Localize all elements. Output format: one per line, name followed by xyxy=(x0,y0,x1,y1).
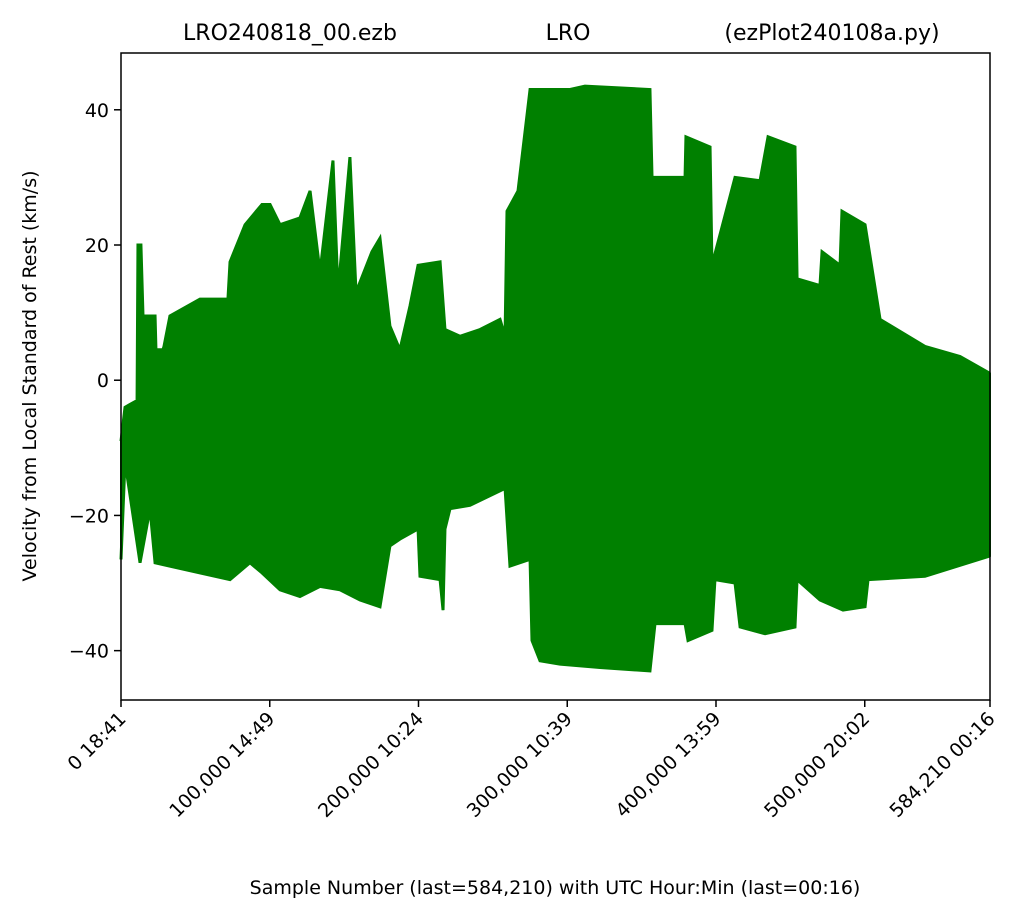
x-tick-label: 500,000 20:02 xyxy=(760,708,874,822)
upper-envelope xyxy=(119,84,991,442)
y-tick-label: −40 xyxy=(69,641,109,663)
y-tick-label: 20 xyxy=(85,235,109,257)
lower-envelope xyxy=(119,461,991,673)
y-axis-label: Velocity from Local Standard of Rest (km… xyxy=(19,170,41,581)
x-tick-label: 200,000 10:24 xyxy=(314,708,428,822)
x-tick-label: 0 18:41 xyxy=(63,708,130,775)
x-tick-label: 584,210 00:16 xyxy=(885,708,999,822)
y-tick-label: −20 xyxy=(69,505,109,527)
x-tick-label: 300,000 10:39 xyxy=(463,708,577,822)
x-axis-label: Sample Number (last=584,210) with UTC Ho… xyxy=(250,877,861,899)
chart-title: LRO xyxy=(546,21,591,46)
chart-title: (ezPlot240108a.py) xyxy=(724,21,939,46)
chart-title: LRO240818_00.ezb xyxy=(183,21,397,46)
x-tick-label: 100,000 14:49 xyxy=(165,708,279,822)
y-tick-label: 40 xyxy=(85,100,109,122)
band-fill xyxy=(120,85,991,672)
plot-frame xyxy=(120,52,991,701)
y-tick-label: 0 xyxy=(97,370,109,392)
x-tick-label: 400,000 13:59 xyxy=(611,708,725,822)
